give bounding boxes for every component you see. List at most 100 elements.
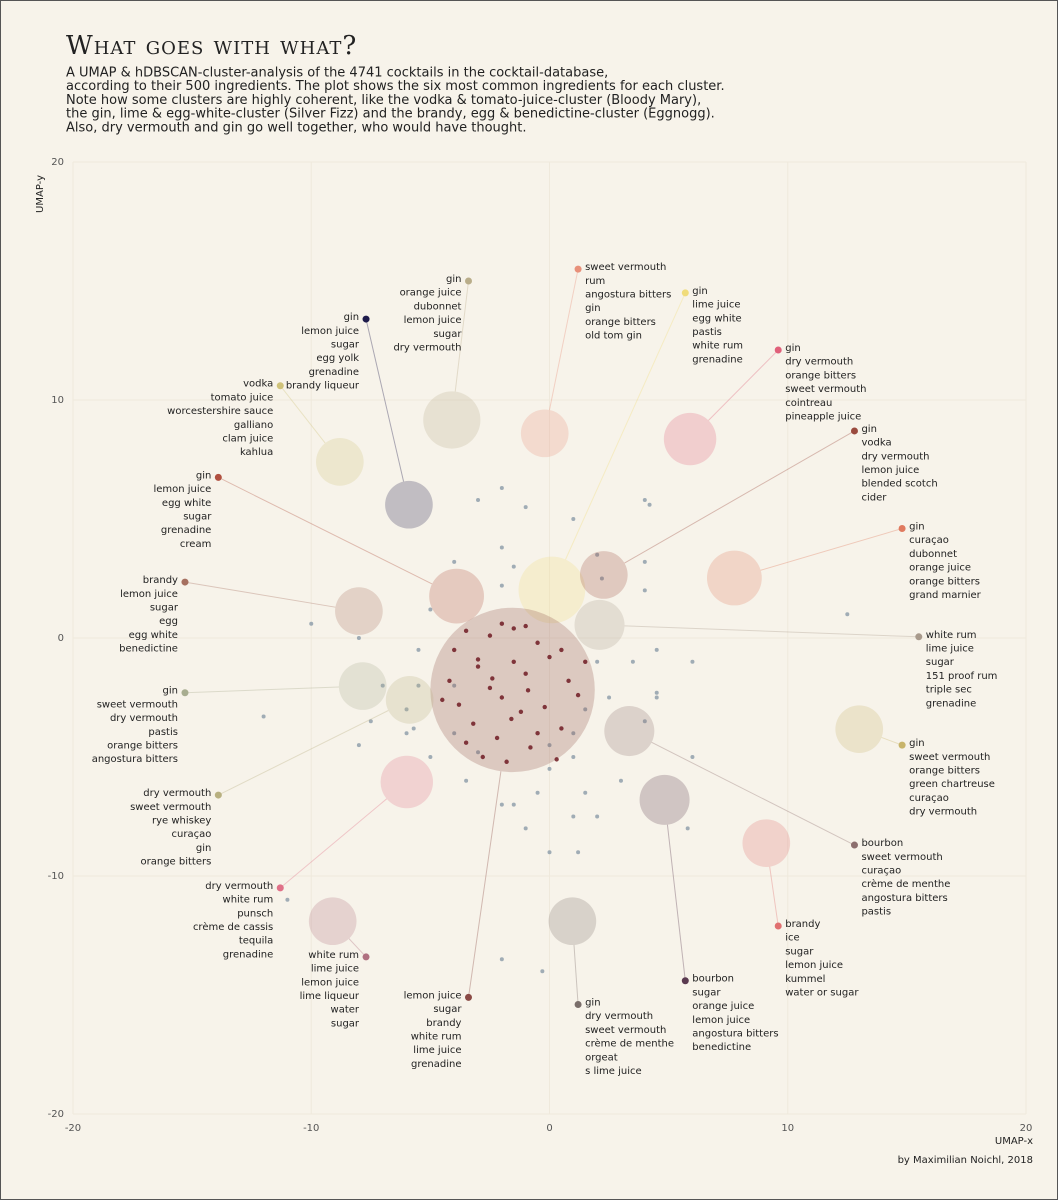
ingredient-label: egg white [692, 313, 741, 324]
label-dot [464, 277, 472, 285]
cluster-point [456, 702, 462, 707]
ingredient-label: angostura bitters [585, 290, 671, 301]
y-tick-label: -20 [48, 1109, 64, 1120]
label-dot [898, 525, 906, 533]
cluster-point [523, 623, 528, 629]
noise-point [654, 647, 659, 652]
noise-point [309, 621, 314, 626]
cluster-point [463, 740, 469, 745]
noise-point [571, 731, 576, 736]
noise-point [499, 802, 504, 807]
ingredient-label: gin [909, 522, 924, 533]
cluster-point [554, 757, 559, 762]
ingredient-label: dry vermouth [909, 807, 977, 818]
label-dot [774, 922, 782, 930]
noise-point [428, 607, 433, 612]
ingredient-label: orange juice [400, 288, 462, 299]
noise-point [654, 695, 659, 700]
cluster-point [471, 721, 476, 726]
ingredient-label: orange bitters [585, 317, 656, 328]
ingredient-label: white rum [692, 341, 743, 352]
noise-point [618, 778, 623, 783]
connector [184, 581, 336, 608]
ingredient-label: dry vermouth [205, 881, 273, 892]
noise-point [690, 755, 695, 759]
cluster-point [511, 626, 516, 631]
y-tick-label: 10 [51, 395, 64, 406]
ingredient-label: curaçao [909, 793, 949, 804]
ingredient-label: gin [692, 286, 707, 297]
label-dot [574, 1001, 582, 1009]
x-tick-label: -10 [303, 1123, 319, 1134]
ingredient-label: cream [180, 539, 211, 550]
label-dot [276, 382, 284, 390]
ingredient-label: orange bitters [909, 576, 980, 587]
cluster-point [518, 709, 524, 714]
ingredient-label: vodka [243, 379, 273, 390]
label-dot [214, 473, 222, 481]
ingredient-label: old tom gin [585, 331, 642, 342]
ingredient-label: lemon juice [785, 960, 843, 971]
ingredient-label: dry vermouth [393, 343, 461, 354]
ingredient-label: crème de cassis [193, 921, 273, 933]
cluster-circle [742, 819, 791, 867]
cluster-point [487, 685, 493, 691]
ingredient-label: sugar [433, 329, 462, 340]
ingredient-label: bourbon [861, 838, 903, 849]
connector [708, 349, 779, 421]
ingredient-label: dry vermouth [143, 788, 211, 799]
ingredient-label: curaçao [172, 829, 212, 840]
noise-point [845, 612, 850, 617]
noise-point [452, 559, 457, 564]
ingredient-label: lemon juice [153, 484, 211, 495]
ingredient-label: worcestershire sauce [167, 406, 273, 417]
ingredient-label: dry vermouth [585, 1011, 653, 1022]
label-dot [214, 791, 222, 799]
ingredient-label: brandy liqueur [286, 381, 360, 392]
connector [365, 318, 405, 482]
ingredient-label: kummel [785, 974, 825, 985]
ingredient-label: gin [446, 274, 461, 285]
cluster-point [542, 704, 547, 710]
ingredient-label: pastis [861, 907, 891, 918]
ingredient-label: s lime juice [585, 1066, 642, 1077]
ingredient-label: benedictine [119, 644, 178, 655]
connector [573, 944, 579, 1005]
ingredient-label: grenadine [223, 949, 273, 960]
noise-point [654, 690, 659, 695]
cluster-point [499, 695, 505, 700]
connector [769, 866, 779, 927]
connector [348, 938, 367, 958]
ingredient-label: pastis [692, 327, 722, 338]
connector [218, 476, 433, 585]
cluster-circle [385, 480, 433, 529]
noise-point [416, 683, 421, 688]
cluster-circle [639, 774, 690, 825]
ingredient-label: grenadine [692, 354, 742, 365]
cluster-circle [663, 412, 717, 466]
cluster-point [452, 647, 457, 653]
ingredient-label: angostura bitters [92, 754, 178, 765]
ingredient-label: lemon juice [404, 315, 462, 326]
subtitle-line: the gin, lime & egg-white-cluster (Silve… [66, 107, 715, 122]
ingredient-label: curaçao [909, 535, 949, 546]
subtitle: A UMAP & hDBSCAN-cluster-analysis of the… [66, 66, 725, 136]
cluster-circle [308, 897, 357, 946]
ingredient-label: orange juice [909, 563, 971, 574]
ingredient-label: brandy [785, 919, 820, 930]
ingredient-label: cider [861, 492, 887, 503]
noise-point [428, 755, 433, 759]
cluster-point [509, 716, 514, 722]
connector [624, 625, 919, 638]
noise-point [499, 957, 504, 962]
cluster-point [511, 659, 516, 664]
cluster-point [525, 688, 531, 693]
cluster-point [447, 678, 452, 684]
noise-point [499, 486, 504, 491]
noise-point [642, 559, 647, 564]
noise-point [595, 552, 600, 557]
label-dot [464, 993, 472, 1001]
connector [624, 430, 855, 564]
